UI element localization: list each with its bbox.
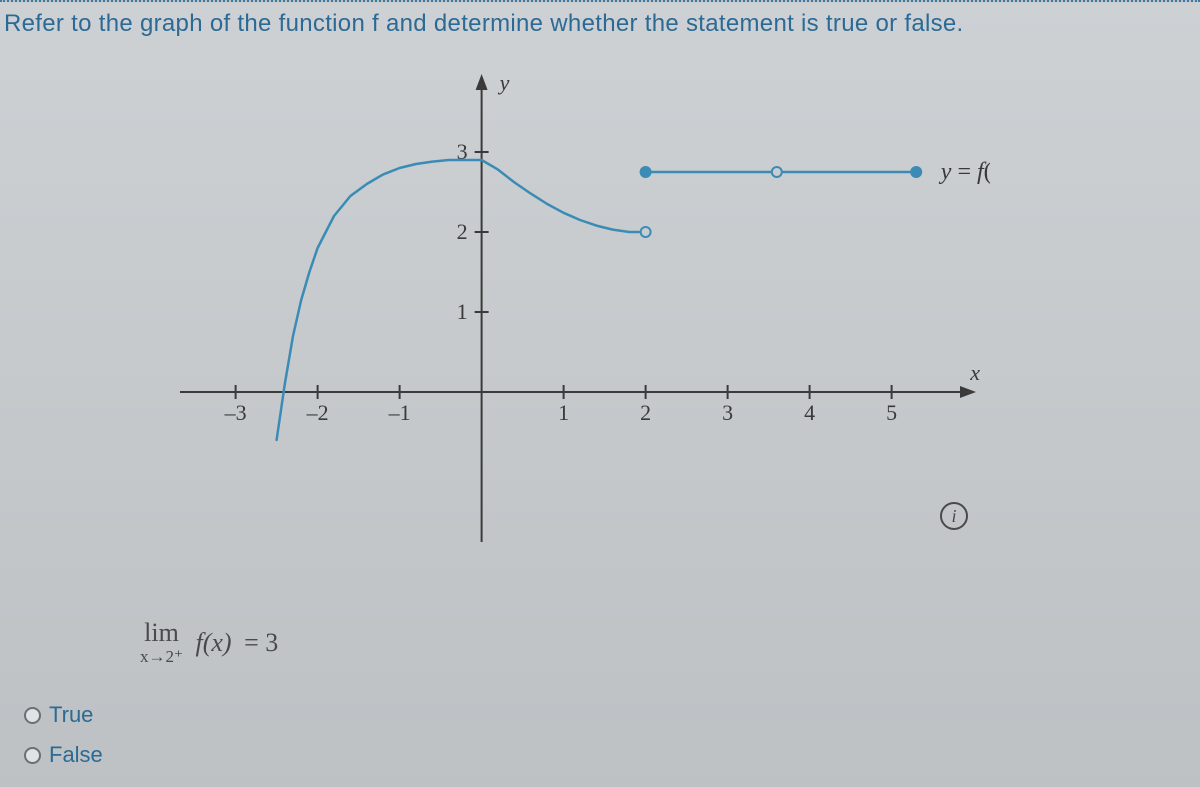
option-false-label: False — [49, 742, 103, 768]
prompt-text: Refer to the graph of the function f and… — [4, 10, 964, 38]
question-page: Refer to the graph of the function f and… — [0, 0, 1200, 787]
lim-approach: x→2⁺ — [140, 648, 183, 665]
svg-text:x: x — [969, 360, 980, 385]
svg-text:–3: –3 — [224, 400, 247, 425]
svg-text:5: 5 — [886, 400, 897, 425]
svg-text:1: 1 — [558, 400, 569, 425]
option-true[interactable]: True — [24, 702, 103, 728]
svg-text:1: 1 — [457, 299, 468, 324]
option-true-label: True — [49, 702, 93, 728]
info-icon[interactable]: i — [940, 502, 968, 530]
radio-icon — [24, 707, 41, 724]
limit-statement: lim x→2⁺ f(x) = 3 — [140, 620, 278, 665]
svg-text:3: 3 — [722, 400, 733, 425]
svg-text:2: 2 — [457, 219, 468, 244]
svg-text:–2: –2 — [306, 400, 329, 425]
option-false[interactable]: False — [24, 742, 103, 768]
limit-equals: = 3 — [244, 628, 278, 657]
svg-text:y: y — [498, 72, 510, 95]
graph-container: –3–2–112345123yxy = f(x) — [170, 72, 990, 552]
svg-text:2: 2 — [640, 400, 651, 425]
limit-symbol: lim x→2⁺ — [140, 620, 183, 665]
svg-text:4: 4 — [804, 400, 815, 425]
svg-text:y = f(x): y = f(x) — [939, 159, 990, 185]
limit-expression: f(x) — [195, 628, 231, 657]
radio-icon — [24, 747, 41, 764]
lim-text: lim — [140, 620, 183, 646]
function-graph: –3–2–112345123yxy = f(x) — [170, 72, 990, 552]
svg-text:–1: –1 — [388, 400, 411, 425]
answer-options: True False — [24, 702, 103, 782]
